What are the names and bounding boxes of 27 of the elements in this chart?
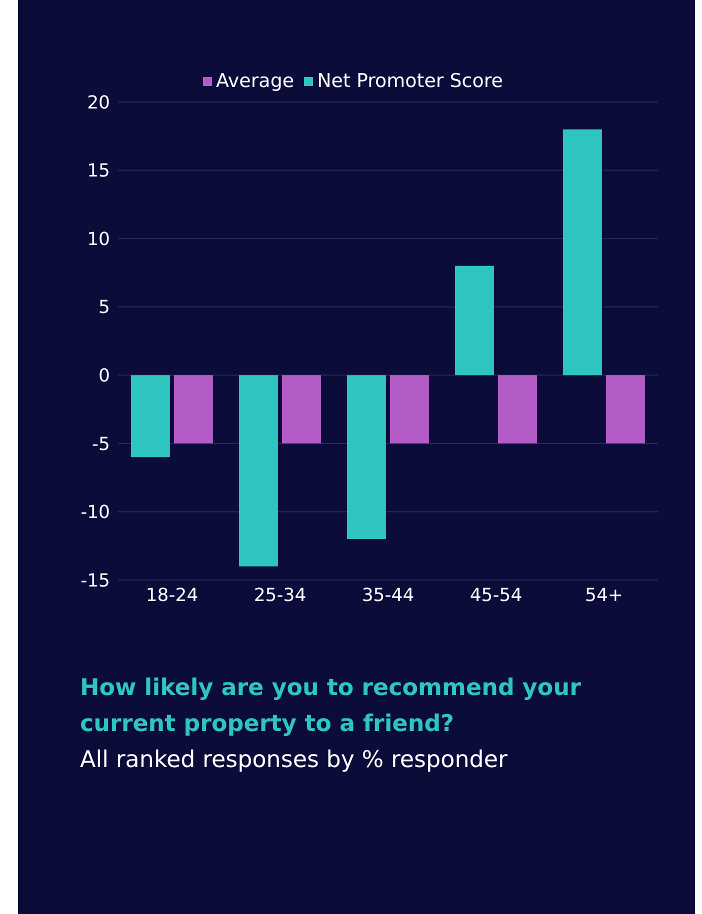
bar bbox=[238, 375, 278, 566]
y-tick-label: 5 bbox=[98, 297, 110, 318]
bar bbox=[346, 375, 386, 540]
bar bbox=[454, 266, 494, 376]
bar bbox=[498, 375, 537, 444]
bar bbox=[606, 375, 645, 444]
legend-label: Net Promoter Score bbox=[317, 70, 503, 92]
bar bbox=[282, 375, 321, 444]
x-tick-label: 25-34 bbox=[254, 584, 306, 606]
y-tick-label: -15 bbox=[80, 570, 110, 592]
y-tick-label: 10 bbox=[87, 228, 110, 250]
bar bbox=[390, 375, 429, 444]
y-tick-label: 20 bbox=[87, 92, 110, 114]
legend-label: Average bbox=[216, 70, 294, 92]
text: All ranked responses by % responder bbox=[80, 746, 508, 775]
x-tick-label: 54+ bbox=[585, 584, 623, 606]
bar bbox=[174, 375, 213, 444]
y-tick-label: 0 bbox=[98, 366, 110, 387]
y-tick-label: -10 bbox=[80, 502, 110, 524]
x-tick-label: 18-24 bbox=[146, 584, 198, 606]
x-tick-label: 35-44 bbox=[362, 584, 414, 606]
bar bbox=[130, 375, 170, 458]
x-tick-label: 45-54 bbox=[470, 584, 522, 606]
y-tick-label: -5 bbox=[92, 434, 110, 455]
y-tick-label: 15 bbox=[87, 160, 110, 182]
bar bbox=[562, 129, 602, 376]
text: How likely are you to recommend your current property to a friend? bbox=[80, 674, 582, 739]
